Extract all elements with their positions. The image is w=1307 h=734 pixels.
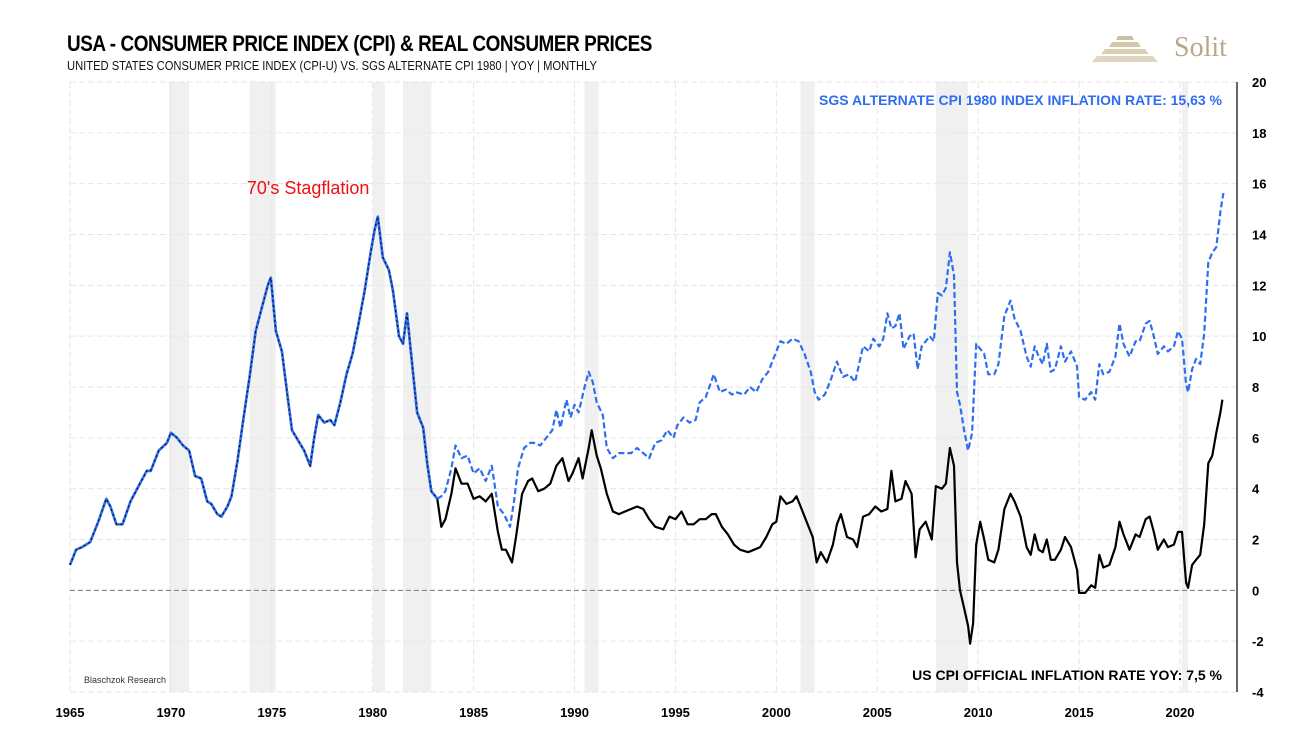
x-tick-label: 2000 <box>762 705 791 720</box>
chart-title: USA - CONSUMER PRICE INDEX (CPI) & REAL … <box>67 31 653 56</box>
x-tick-label: 1975 <box>257 705 286 720</box>
solit-logo: Solit <box>1088 30 1248 70</box>
logo-text: Solit <box>1174 32 1227 63</box>
x-tick-label: 2015 <box>1065 705 1094 720</box>
x-tick-label: 1965 <box>56 705 85 720</box>
x-tick-label: 1985 <box>459 705 488 720</box>
y-tick-label: 10 <box>1252 329 1266 344</box>
stagflation-annotation: 70's Stagflation <box>247 178 370 198</box>
sgs-series-line <box>436 192 1225 528</box>
chart-subtitle: UNITED STATES CONSUMER PRICE INDEX (CPI-… <box>67 58 597 73</box>
x-tick-label: 1995 <box>661 705 690 720</box>
official-series-label: US CPI OFFICIAL INFLATION RATE YOY: 7,5 … <box>912 667 1222 683</box>
y-tick-label: 20 <box>1252 75 1266 90</box>
y-tick-label: 0 <box>1252 583 1259 598</box>
y-tick-label: 4 <box>1252 482 1260 497</box>
x-tick-label: 1970 <box>156 705 185 720</box>
x-tick-label: 1990 <box>560 705 589 720</box>
y-tick-label: 6 <box>1252 431 1259 446</box>
pyramid-icon <box>1092 36 1158 62</box>
y-tick-label: 14 <box>1252 228 1267 243</box>
y-tick-label: 18 <box>1252 126 1266 141</box>
y-tick-label: 2 <box>1252 533 1259 548</box>
y-tick-label: -4 <box>1252 685 1264 700</box>
x-tick-label: 1980 <box>358 705 387 720</box>
x-tick-label: 2005 <box>863 705 892 720</box>
y-tick-label: -2 <box>1252 634 1264 649</box>
y-tick-label: 16 <box>1252 177 1266 192</box>
x-tick-label: 2020 <box>1166 705 1195 720</box>
sgs-series-label: SGS ALTERNATE CPI 1980 INDEX INFLATION R… <box>819 92 1223 108</box>
x-tick-label: 2010 <box>964 705 993 720</box>
sgs-series-line-early <box>68 215 439 566</box>
y-tick-label: 12 <box>1252 278 1266 293</box>
recession-band <box>1182 82 1189 692</box>
y-tick-label: 8 <box>1252 380 1259 395</box>
source-credit: Blaschzok Research <box>84 675 166 685</box>
